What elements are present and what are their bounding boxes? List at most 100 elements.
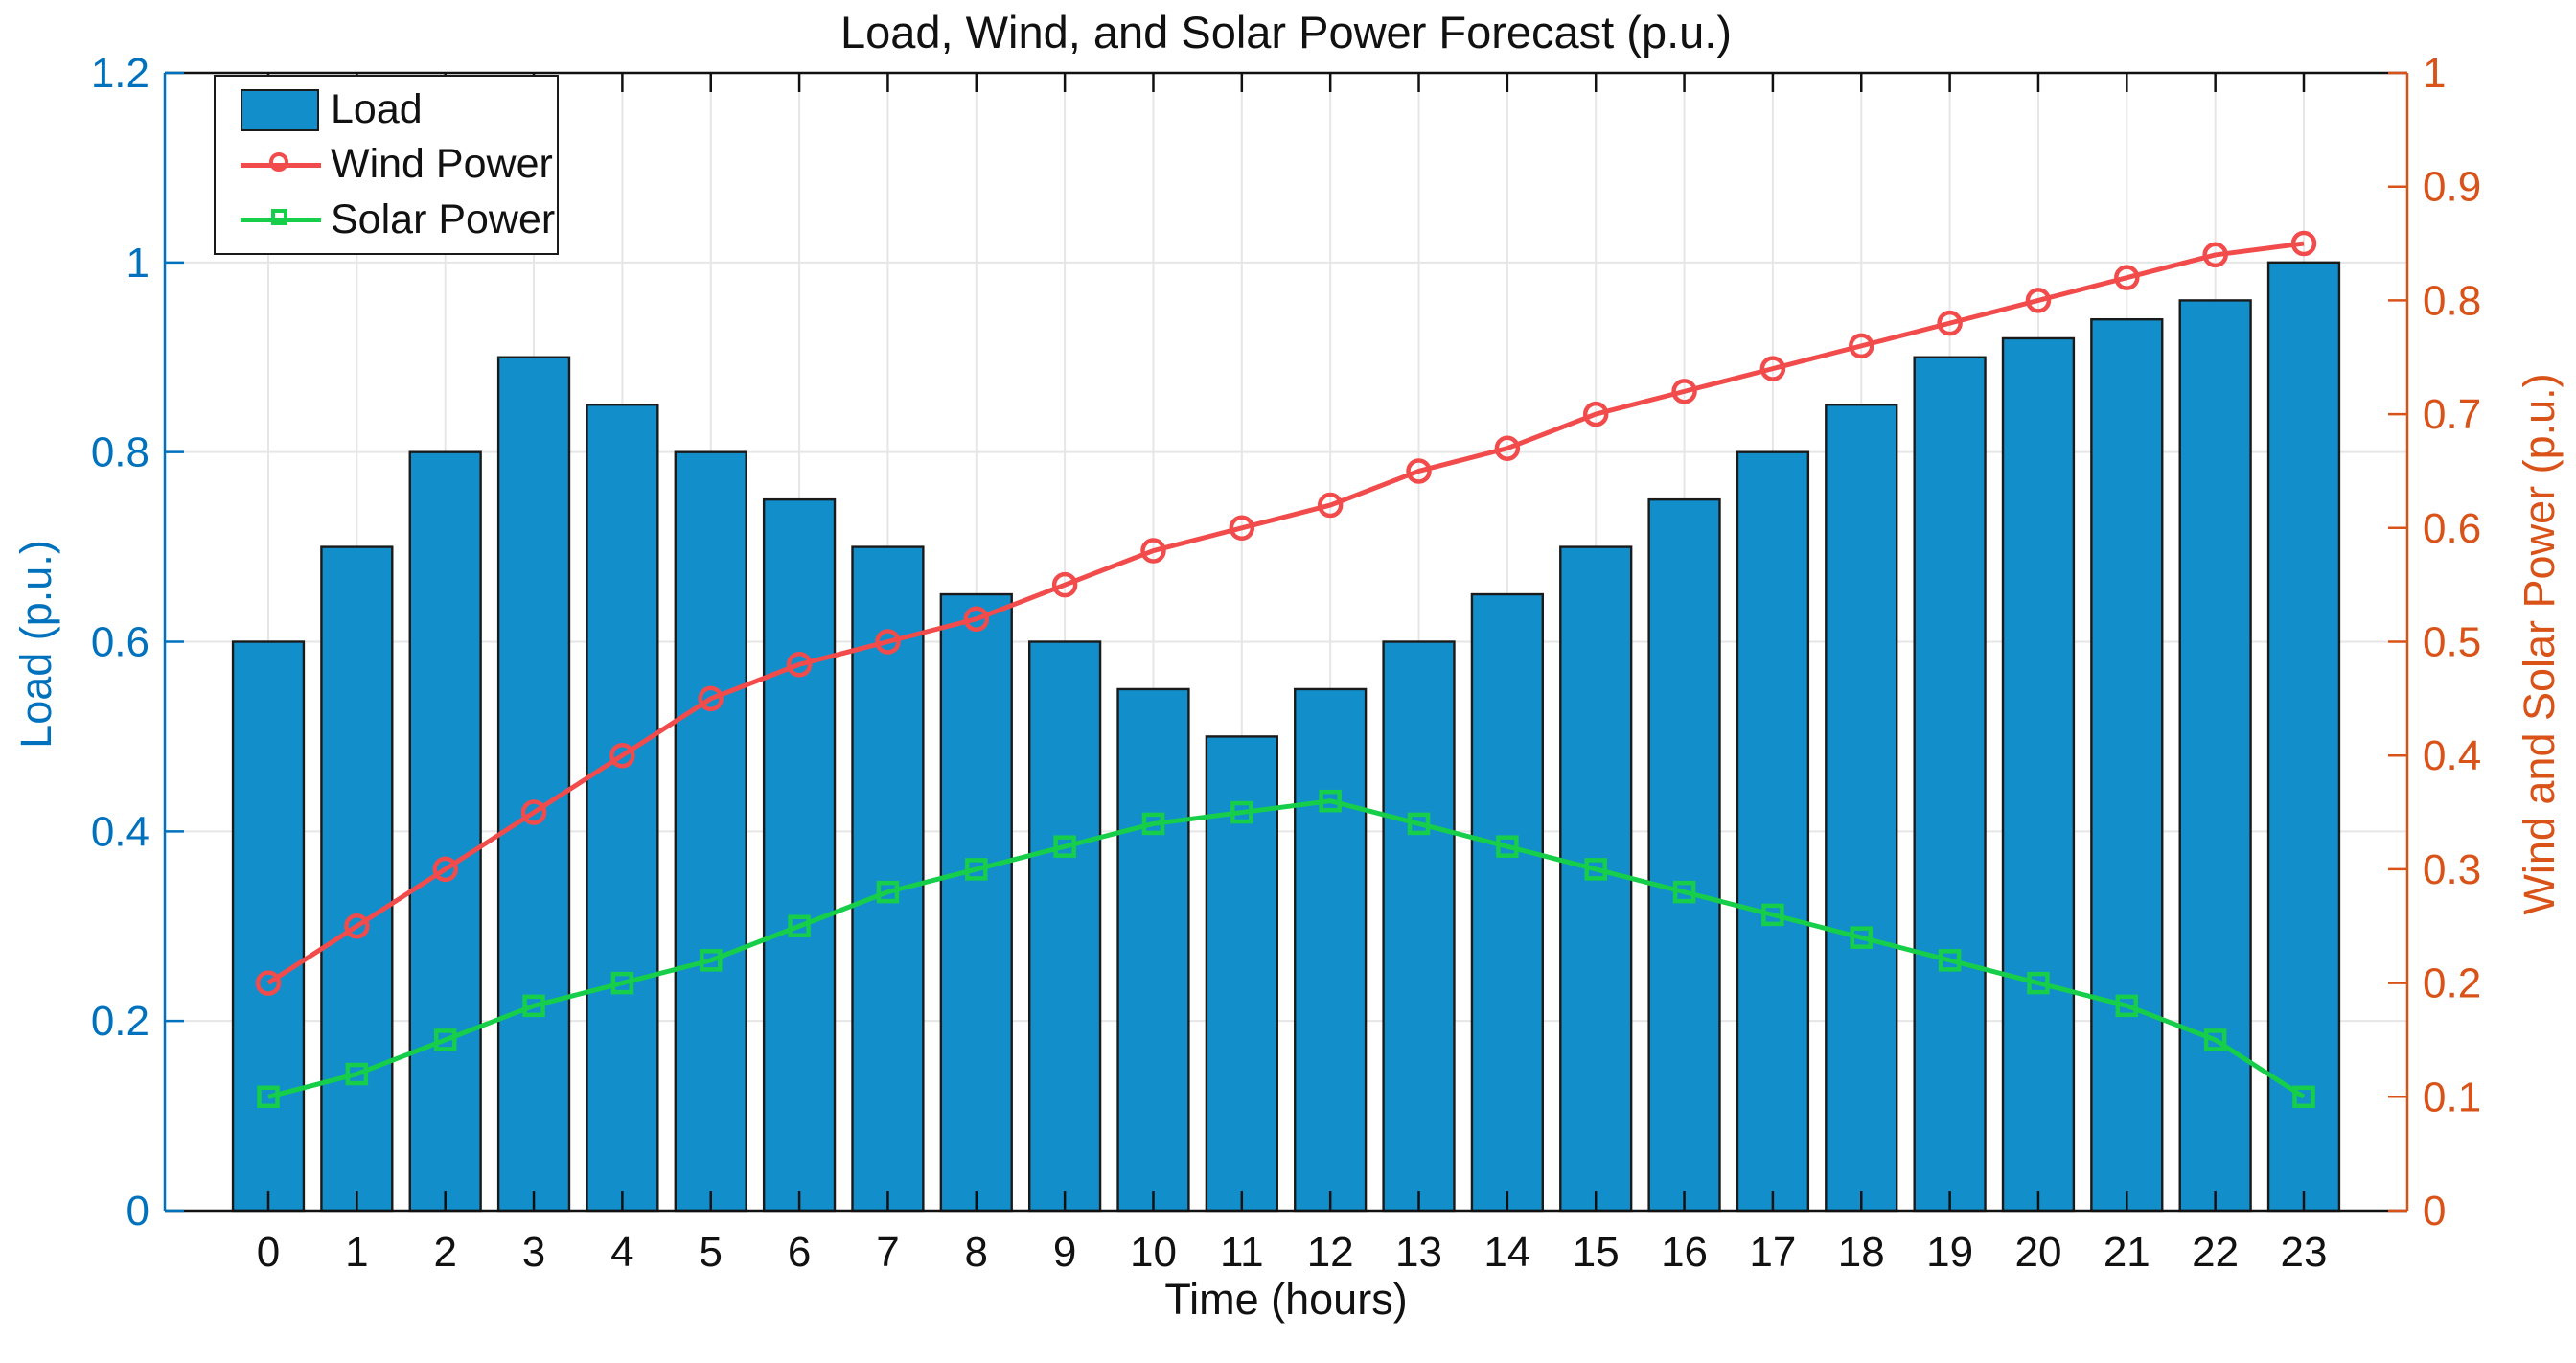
bar (1647, 497, 1721, 1213)
solar-line-icon (241, 196, 321, 243)
solar-marker (433, 1028, 457, 1051)
solar-marker (1053, 835, 1076, 858)
right-tick-label: 0.2 (2423, 960, 2481, 1007)
x-tick-label: 12 (1307, 1229, 1354, 1276)
wind-marker (786, 651, 813, 678)
solar-marker (257, 1085, 280, 1109)
left-tick-label: 0.6 (91, 619, 150, 666)
x-tick-label: 20 (2014, 1229, 2061, 1276)
x-tick-label: 16 (1661, 1229, 1708, 1276)
x-tick-label: 11 (1220, 1229, 1264, 1276)
bar (496, 356, 571, 1213)
wind-marker (1140, 538, 1166, 564)
bar (1027, 640, 1102, 1213)
square-series-line (267, 798, 2306, 1099)
wind-marker (2290, 230, 2317, 257)
wind-marker (610, 742, 635, 769)
legend-label-solar: Solar Power (331, 196, 556, 243)
left-y-axis-label: Load (p.u.) (12, 540, 60, 749)
solar-marker (699, 949, 723, 972)
wind-marker (1317, 492, 1344, 519)
wind-marker (1937, 310, 1963, 336)
right-tick-label: 0.3 (2423, 846, 2481, 893)
solar-marker (1672, 880, 1696, 904)
wind-marker (520, 799, 547, 825)
x-tick-label: 9 (1053, 1229, 1076, 1276)
wind-marker (1671, 379, 1697, 404)
x-tick-label: 1 (345, 1229, 368, 1276)
solar-marker (876, 880, 900, 904)
x-tick-label: 8 (965, 1229, 988, 1276)
right-tick-label: 0.9 (2423, 164, 2481, 211)
bar (2001, 336, 2076, 1213)
solar-marker (1141, 812, 1165, 836)
wind-marker (1406, 458, 1432, 484)
wind-marker (875, 629, 901, 655)
wind-marker (344, 913, 370, 939)
left-tick-label: 0.8 (91, 429, 150, 476)
left-tick-label: 0.2 (91, 998, 150, 1045)
bar (2090, 317, 2164, 1213)
wind-marker (698, 685, 724, 712)
x-tick-label: 10 (1130, 1229, 1177, 1276)
solar-marker (2027, 971, 2050, 995)
right-tick-label: 0.4 (2423, 732, 2481, 779)
wind-marker (432, 856, 458, 883)
bar (1116, 687, 1190, 1213)
wind-marker (1760, 356, 1786, 381)
right-tick-label: 0.1 (2423, 1074, 2481, 1120)
x-tick-label: 19 (1926, 1229, 1973, 1276)
x-tick-label: 7 (876, 1229, 899, 1276)
x-tick-label: 15 (1573, 1229, 1620, 1276)
solar-marker (1761, 903, 1784, 927)
bar (851, 545, 925, 1213)
right-tick-label: 0 (2423, 1188, 2446, 1235)
solar-marker (1938, 949, 1962, 972)
x-tick-label: 22 (2192, 1229, 2239, 1276)
left-tick-label: 1.2 (91, 50, 150, 97)
x-tick-label: 17 (1749, 1229, 1796, 1276)
solar-marker (1230, 800, 1254, 824)
solar-marker (1319, 789, 1342, 813)
solar-marker (2292, 1085, 2315, 1109)
solar-marker (965, 858, 988, 881)
x-tick-label: 18 (1838, 1229, 1885, 1276)
bar (674, 450, 748, 1213)
solar-marker (2203, 1028, 2227, 1051)
solar-marker (610, 971, 634, 995)
bar (1825, 404, 1898, 1213)
x-tick-label: 21 (2104, 1229, 2150, 1276)
wind-marker (2114, 265, 2140, 290)
right-tick-label: 1 (2423, 50, 2446, 97)
left-tick-label: 0.4 (91, 808, 150, 855)
legend-item-load: Load (241, 83, 557, 137)
bar (1913, 356, 1987, 1213)
bar (1470, 592, 1545, 1213)
x-tick-label: 4 (610, 1229, 633, 1276)
circle-series-line (266, 241, 2305, 985)
solar-marker (1496, 835, 1519, 858)
solar-marker (2115, 994, 2139, 1018)
x-tick-label: 5 (699, 1229, 722, 1276)
bar (586, 404, 659, 1213)
solar-marker (522, 994, 545, 1018)
legend: Load Wind Power Solar Power (214, 75, 559, 255)
x-tick-label: 23 (2281, 1229, 2328, 1276)
wind-marker (1582, 401, 1609, 427)
wind-marker (2202, 242, 2228, 268)
x-tick-label: 3 (522, 1229, 545, 1276)
chart-title: Load, Wind, and Solar Power Forecast (p.… (840, 7, 1732, 58)
bar (408, 450, 482, 1213)
load-swatch-icon (241, 87, 321, 133)
wind-line-icon (241, 142, 321, 188)
legend-item-wind: Wind Power (241, 138, 557, 192)
x-tick-label: 13 (1395, 1229, 1442, 1276)
wind-marker (1494, 435, 1521, 461)
wind-marker (1849, 333, 1874, 359)
x-tick-label: 14 (1484, 1229, 1530, 1276)
legend-item-solar: Solar Power (241, 193, 557, 246)
x-axis-label: Time (hours) (1164, 1275, 1408, 1324)
solar-marker (1584, 858, 1607, 881)
